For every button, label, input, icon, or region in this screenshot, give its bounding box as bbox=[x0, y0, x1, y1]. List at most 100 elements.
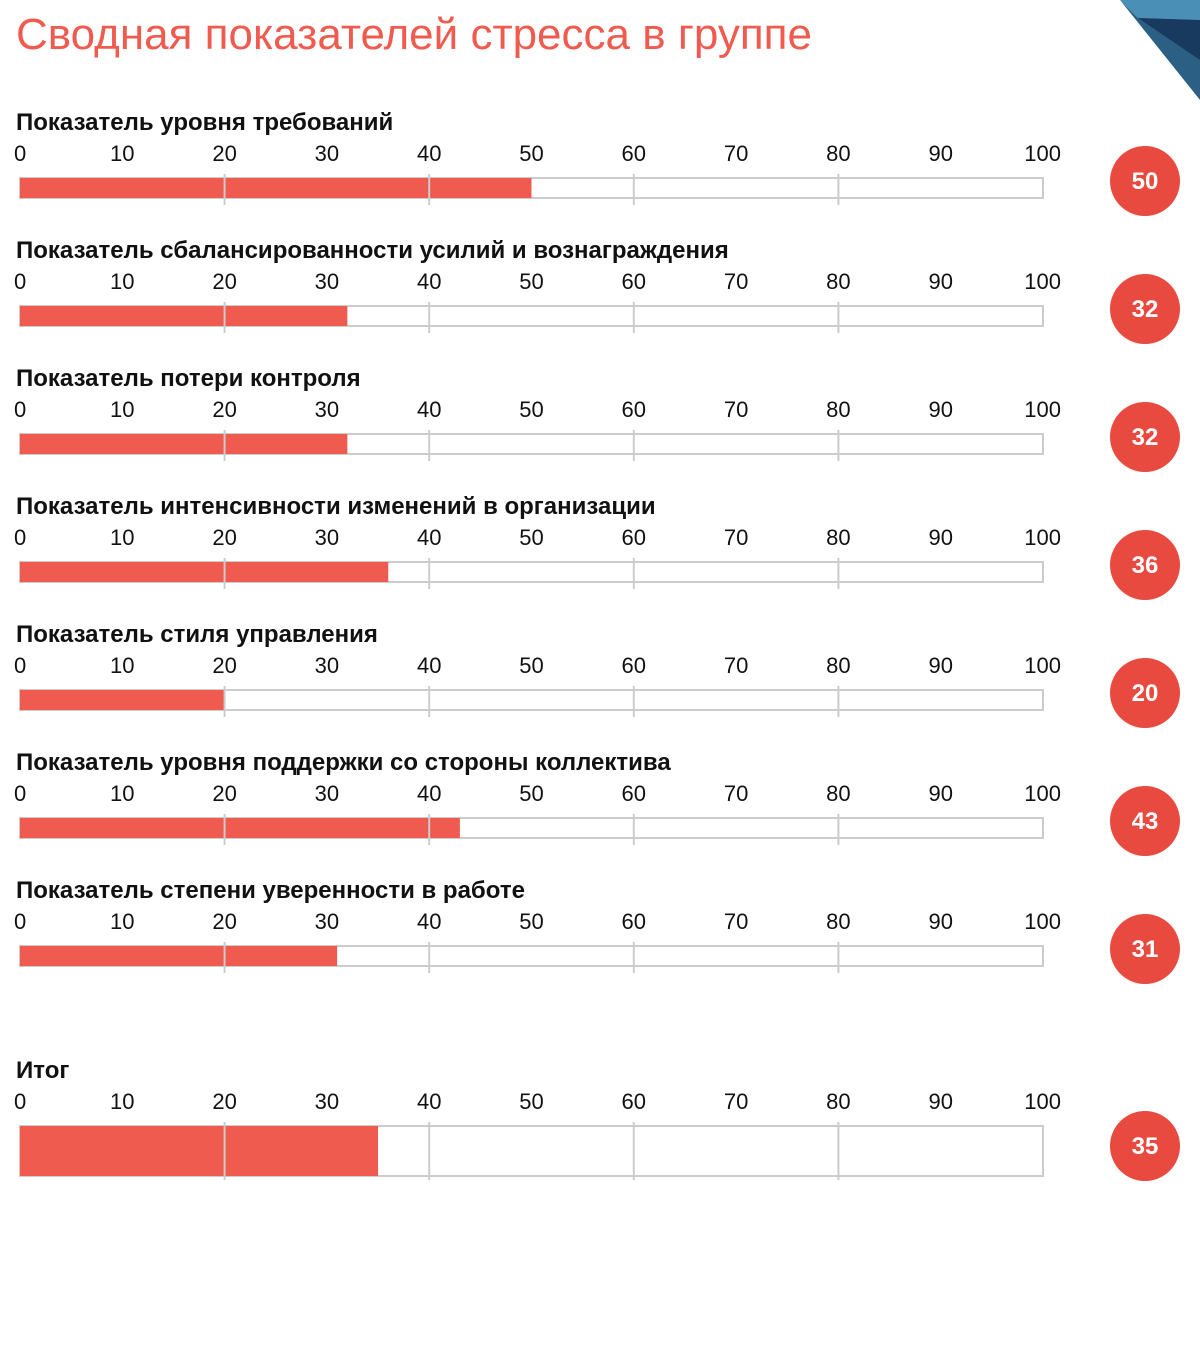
indicator-4-bar bbox=[20, 562, 389, 582]
total-value-badge bbox=[1110, 1111, 1180, 1181]
indicator-3-tick-label: 90 bbox=[928, 397, 952, 422]
indicator-4-tick-label: 40 bbox=[417, 525, 441, 550]
indicator-4-tick-label: 80 bbox=[826, 525, 850, 550]
indicator-5-title: Показатель стиля управления bbox=[16, 621, 378, 648]
indicator-1-tick-label: 100 bbox=[1024, 141, 1061, 166]
indicator-6-bar bbox=[20, 818, 460, 838]
indicator-4-tick-label: 100 bbox=[1024, 525, 1061, 550]
indicator-4-tick-label: 90 bbox=[928, 525, 952, 550]
indicator-1-tick-label: 90 bbox=[928, 141, 952, 166]
indicator-2-tick-label: 20 bbox=[212, 269, 236, 294]
indicator-3-tick-label: 40 bbox=[417, 397, 441, 422]
indicator-5-tick-label: 40 bbox=[417, 653, 441, 678]
indicator-3-tick-label: 20 bbox=[212, 397, 236, 422]
corner-polygon-logo bbox=[1120, 0, 1200, 100]
indicator-4-tick-label: 20 bbox=[212, 525, 236, 550]
indicator-1-tick-label: 10 bbox=[110, 141, 134, 166]
indicator-4-value-badge bbox=[1110, 530, 1180, 600]
indicator-3-tick-label: 30 bbox=[315, 397, 339, 422]
indicator-4-tick-label: 10 bbox=[110, 525, 134, 550]
page-title: Сводная показателей стресса в группе bbox=[16, 10, 812, 59]
indicator-2-tick-label: 40 bbox=[417, 269, 441, 294]
indicator-1-tick-label: 20 bbox=[212, 141, 236, 166]
indicator-3-tick-label: 70 bbox=[724, 397, 748, 422]
indicator-2-tick-label: 60 bbox=[622, 269, 646, 294]
indicator-4-tick-label: 30 bbox=[315, 525, 339, 550]
total-tick-label: 20 bbox=[212, 1089, 236, 1114]
total-tick-label: 50 bbox=[519, 1089, 543, 1114]
indicator-3-value-badge bbox=[1110, 402, 1180, 472]
indicator-2-tick-label: 100 bbox=[1024, 269, 1061, 294]
indicator-7-bar bbox=[20, 946, 338, 966]
indicator-6-tick-label: 100 bbox=[1024, 781, 1061, 806]
indicator-1-bar bbox=[20, 178, 532, 198]
indicator-1-tick-label: 80 bbox=[826, 141, 850, 166]
indicator-1-value-badge bbox=[1110, 146, 1180, 216]
indicator-5-tick-label: 30 bbox=[315, 653, 339, 678]
indicator-5-tick-label: 70 bbox=[724, 653, 748, 678]
indicator-7-value-badge bbox=[1110, 914, 1180, 984]
total-tick-label: 30 bbox=[315, 1089, 339, 1114]
indicator-7-tick-label: 20 bbox=[212, 909, 236, 934]
indicator-5-value-label: 20 bbox=[1132, 680, 1159, 707]
total-tick-label: 100 bbox=[1024, 1089, 1061, 1114]
logo-facet-light bbox=[1120, 0, 1200, 20]
indicator-3-value-label: 32 bbox=[1132, 424, 1159, 451]
indicator-3-tick-label: 80 bbox=[826, 397, 850, 422]
indicator-4-tick-label: 0 bbox=[14, 525, 26, 550]
indicator-3-tick-label: 50 bbox=[519, 397, 543, 422]
indicator-1-value-label: 50 bbox=[1132, 168, 1159, 195]
indicator-7-tick-label: 50 bbox=[519, 909, 543, 934]
logo-facet-dark bbox=[1138, 18, 1200, 60]
total-bar bbox=[20, 1126, 379, 1176]
indicator-7-tick-label: 40 bbox=[417, 909, 441, 934]
indicator-1-title: Показатель уровня требований bbox=[16, 109, 393, 136]
indicator-2-value-badge bbox=[1110, 274, 1180, 344]
indicator-3-tick-label: 60 bbox=[622, 397, 646, 422]
indicator-1-tick-label: 50 bbox=[519, 141, 543, 166]
indicator-5-tick-label: 60 bbox=[622, 653, 646, 678]
indicator-1-tick-label: 0 bbox=[14, 141, 26, 166]
indicator-6-title: Показатель уровня поддержки со стороны к… bbox=[16, 749, 671, 776]
indicator-7-tick-label: 0 bbox=[14, 909, 26, 934]
indicator-5-tick-label: 20 bbox=[212, 653, 236, 678]
indicator-5-tick-label: 90 bbox=[928, 653, 952, 678]
indicator-2-title: Показатель сбалансированности усилий и в… bbox=[16, 237, 729, 264]
indicator-3-tick-label: 10 bbox=[110, 397, 134, 422]
indicator-2-tick-label: 10 bbox=[110, 269, 134, 294]
indicator-3-bar bbox=[20, 434, 348, 454]
indicator-5-tick-label: 100 bbox=[1024, 653, 1061, 678]
total-tick-label: 90 bbox=[928, 1089, 952, 1114]
indicator-6-tick-label: 40 bbox=[417, 781, 441, 806]
indicator-2-bar bbox=[20, 306, 348, 326]
indicator-7-title: Показатель степени уверенности в работе bbox=[16, 877, 525, 904]
indicator-6-tick-label: 30 bbox=[315, 781, 339, 806]
indicator-5-value-badge bbox=[1110, 658, 1180, 728]
indicator-6-tick-label: 70 bbox=[724, 781, 748, 806]
indicator-6-value-label: 43 bbox=[1132, 808, 1159, 835]
indicator-7-tick-label: 70 bbox=[724, 909, 748, 934]
indicator-7-tick-label: 90 bbox=[928, 909, 952, 934]
indicator-7-tick-label: 100 bbox=[1024, 909, 1061, 934]
indicator-6-tick-label: 60 bbox=[622, 781, 646, 806]
indicator-3-tick-label: 0 bbox=[14, 397, 26, 422]
indicator-2-tick-label: 70 bbox=[724, 269, 748, 294]
indicator-6-tick-label: 0 bbox=[14, 781, 26, 806]
indicator-6-value-badge bbox=[1110, 786, 1180, 856]
total-title: Итог bbox=[16, 1057, 69, 1084]
indicator-1-tick-label: 70 bbox=[724, 141, 748, 166]
indicator-3-title: Показатель потери контроля bbox=[16, 365, 361, 392]
indicator-1-tick-label: 30 bbox=[315, 141, 339, 166]
indicator-4-tick-label: 50 bbox=[519, 525, 543, 550]
indicator-3-tick-label: 100 bbox=[1024, 397, 1061, 422]
indicator-2-tick-label: 90 bbox=[928, 269, 952, 294]
indicator-2-tick-label: 0 bbox=[14, 269, 26, 294]
total-tick-label: 80 bbox=[826, 1089, 850, 1114]
indicator-5-tick-label: 50 bbox=[519, 653, 543, 678]
total-tick-label: 60 bbox=[622, 1089, 646, 1114]
indicator-2-tick-label: 30 bbox=[315, 269, 339, 294]
total-tick-label: 70 bbox=[724, 1089, 748, 1114]
indicator-7-tick-label: 10 bbox=[110, 909, 134, 934]
indicator-6-tick-label: 80 bbox=[826, 781, 850, 806]
